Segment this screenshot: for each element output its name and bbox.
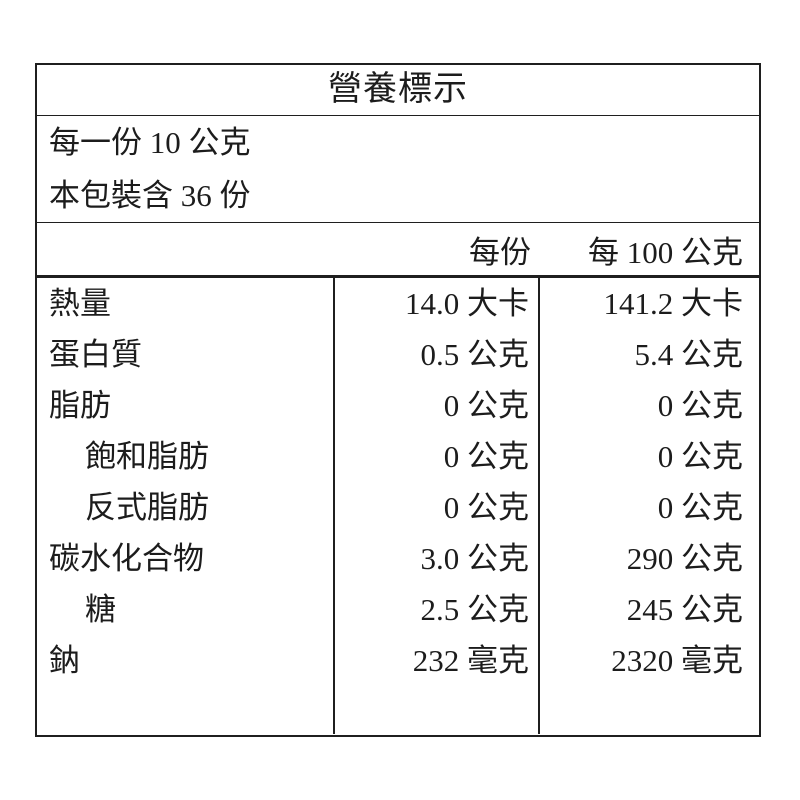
serving-size-text: 每一份 10 公克: [49, 125, 251, 160]
value-per-100g: 0 公克: [657, 439, 743, 474]
value-per-100g: 0 公克: [657, 388, 743, 423]
column-header-per-serving: 每份: [469, 234, 531, 270]
nutrient-name: 熱量: [49, 286, 111, 321]
nutrition-table: 營養標示 每一份 10 公克 本包裝含 36 份 每份 每 100 公克 熱量 …: [35, 63, 761, 737]
nutrient-name: 蛋白質: [49, 337, 142, 372]
nutrient-name-column: 熱量 蛋白質 脂肪 飽和脂肪 反式脂肪 碳水化合物 糖 鈉: [37, 278, 335, 734]
nutrient-name: 鈉: [49, 643, 80, 678]
value-per-serving: 2.5 公克: [420, 592, 530, 627]
nutrient-table-body: 熱量 蛋白質 脂肪 飽和脂肪 反式脂肪 碳水化合物 糖 鈉 14.0 大卡 0.…: [37, 278, 759, 734]
value-per-100g: 5.4 公克: [634, 337, 744, 372]
value-per-100g: 290 公克: [626, 541, 743, 576]
column-header-row: 每份 每 100 公克: [37, 223, 759, 278]
nutrient-name: 脂肪: [49, 388, 111, 423]
nutrient-name: 糖: [85, 592, 116, 627]
value-per-serving: 0 公克: [443, 388, 529, 423]
per-100g-column: 141.2 大卡 5.4 公克 0 公克 0 公克 0 公克 290 公克 24…: [540, 278, 759, 734]
nutrient-name: 碳水化合物: [49, 541, 204, 576]
value-per-serving: 14.0 大卡: [405, 286, 529, 321]
value-per-serving: 3.0 公克: [420, 541, 530, 576]
nutrient-name: 反式脂肪: [85, 490, 209, 525]
nutrition-label-title: 營養標示: [37, 65, 759, 116]
servings-per-package-text: 本包裝含 36 份: [49, 178, 251, 213]
value-per-serving: 0 公克: [443, 490, 529, 525]
per-serving-column: 14.0 大卡 0.5 公克 0 公克 0 公克 0 公克 3.0 公克 2.5…: [335, 278, 540, 734]
value-per-100g: 141.2 大卡: [603, 286, 744, 321]
value-per-100g: 0 公克: [657, 490, 743, 525]
serving-info-section: 每一份 10 公克 本包裝含 36 份: [37, 116, 759, 223]
value-per-100g: 245 公克: [626, 592, 743, 627]
value-per-serving: 0 公克: [443, 439, 529, 474]
value-per-serving: 0.5 公克: [420, 337, 530, 372]
value-per-100g: 2320 毫克: [611, 643, 743, 678]
value-per-serving: 232 毫克: [412, 643, 529, 678]
nutrient-name: 飽和脂肪: [85, 439, 209, 474]
column-header-per-100g: 每 100 公克: [588, 234, 743, 270]
